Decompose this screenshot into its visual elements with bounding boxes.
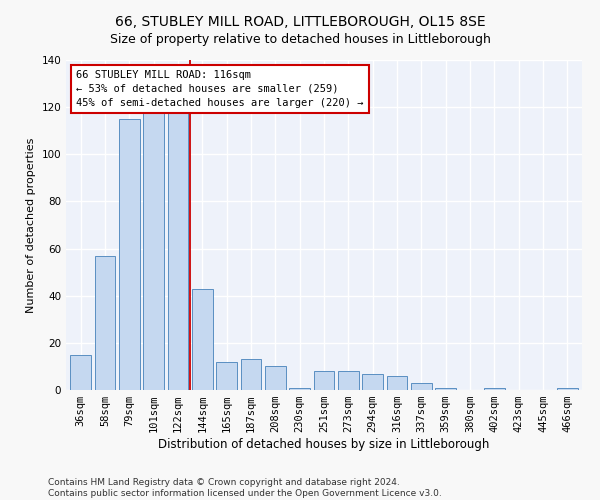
Bar: [143, 96, 164, 390]
Bar: [557, 388, 578, 390]
Bar: [95, 256, 115, 390]
Bar: [70, 354, 91, 390]
Bar: [362, 374, 383, 390]
Bar: [216, 362, 237, 390]
X-axis label: Distribution of detached houses by size in Littleborough: Distribution of detached houses by size …: [158, 438, 490, 451]
Text: 66, STUBLEY MILL ROAD, LITTLEBOROUGH, OL15 8SE: 66, STUBLEY MILL ROAD, LITTLEBOROUGH, OL…: [115, 15, 485, 29]
Y-axis label: Number of detached properties: Number of detached properties: [26, 138, 36, 312]
Bar: [192, 288, 212, 390]
Bar: [265, 366, 286, 390]
Bar: [338, 371, 359, 390]
Bar: [289, 388, 310, 390]
Bar: [484, 388, 505, 390]
Bar: [241, 360, 262, 390]
Bar: [167, 84, 188, 390]
Bar: [386, 376, 407, 390]
Text: Size of property relative to detached houses in Littleborough: Size of property relative to detached ho…: [110, 32, 490, 46]
Bar: [314, 371, 334, 390]
Bar: [436, 388, 456, 390]
Bar: [411, 383, 432, 390]
Bar: [119, 119, 140, 390]
Text: 66 STUBLEY MILL ROAD: 116sqm
← 53% of detached houses are smaller (259)
45% of s: 66 STUBLEY MILL ROAD: 116sqm ← 53% of de…: [76, 70, 364, 108]
Text: Contains HM Land Registry data © Crown copyright and database right 2024.
Contai: Contains HM Land Registry data © Crown c…: [48, 478, 442, 498]
